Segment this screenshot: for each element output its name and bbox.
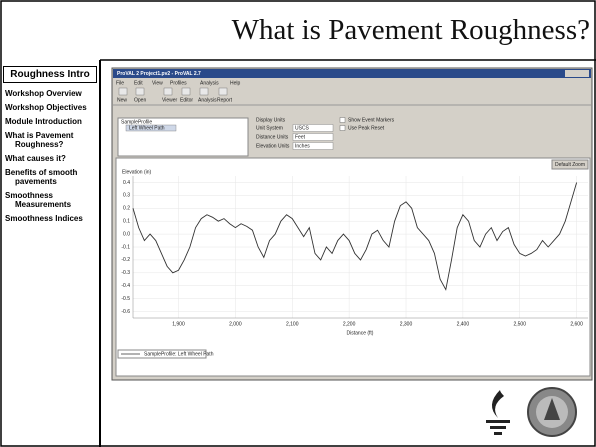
y-tick-label: 0.0 [123,231,130,237]
sidebar-header: Roughness Intro [3,66,97,83]
unit-label: Distance Units [256,134,289,140]
menu-item[interactable]: View [152,80,163,86]
toolbar-label[interactable]: Viewer [162,97,178,103]
x-tick-label: 2,600 [570,321,583,327]
unit-label: Unit System [256,125,283,131]
x-axis-label: Distance (ft) [347,330,374,336]
y-tick-label: 0.3 [123,193,130,199]
menu-item[interactable]: Analysis [200,80,219,86]
unit-value[interactable]: Feet [295,134,306,140]
y-axis-label: Elevation (in) [122,169,152,175]
unit-select[interactable] [292,142,334,150]
y-tick-label: -0.5 [121,296,130,302]
sidebar-item[interactable]: What is Pavement Roughness? [5,131,74,149]
toolbar-icon[interactable] [135,87,145,96]
sidebar-item[interactable]: Workshop Objectives [5,103,87,112]
y-tick-label: -0.2 [121,257,130,263]
slide-title: What is Pavement Roughness? [231,14,590,46]
title-bar [113,69,591,78]
menu-item[interactable]: Edit [134,80,143,86]
zoom-button[interactable] [551,159,589,170]
window-controls[interactable] [565,70,589,77]
legend [117,349,207,359]
toolbar-icon[interactable] [118,87,128,96]
x-tick-label: 2,400 [457,321,470,327]
window-title: ProVAL 2 Project1.pv2 - ProVAL 2.7 [117,71,201,77]
toolbar-label[interactable]: Open [134,97,146,103]
y-tick-label: -0.3 [121,270,130,276]
unit-value[interactable]: USCS [295,125,310,131]
y-tick-label: 0.2 [123,206,130,212]
toolbar-icon[interactable] [181,87,191,96]
sidebar-item[interactable]: Benefits of smooth pavements [5,168,78,186]
sidebar-item[interactable]: What causes it? [5,154,66,163]
profile-line [132,182,578,291]
toolbar-label[interactable]: Analysis [198,97,217,103]
toolbar-icon[interactable] [163,87,173,96]
x-tick-label: 2,100 [286,321,299,327]
y-tick-label: -0.4 [121,283,130,289]
zoom-label[interactable]: Default Zoom [555,162,585,168]
toolbar-label[interactable]: New [117,97,127,103]
legend-label: SampleProfile: Left Wheel Path [144,351,214,357]
x-tick-label: 1,900 [172,321,185,327]
checkbox[interactable] [339,125,346,131]
y-tick-label: 0.4 [123,180,130,186]
checkbox-label[interactable]: Use Peak Reset [348,125,385,131]
unit-value[interactable]: Inches [295,143,310,149]
unit-select[interactable] [292,124,334,132]
x-tick-label: 2,000 [229,321,242,327]
sidebar-item[interactable]: Module Introduction [5,117,82,126]
chart-panel [115,157,591,377]
sidebar-item[interactable]: Smoothness Measurements [5,191,72,209]
toolbar-label[interactable]: Report [217,97,233,103]
sidebar-item[interactable]: Smoothness Indices [5,214,83,223]
x-tick-label: 2,500 [513,321,526,327]
menu-item[interactable]: Profiles [170,80,187,86]
toolbar-label[interactable]: Editor [180,97,193,103]
units-heading: Display Units [256,117,286,123]
checkbox[interactable] [339,117,346,123]
unit-label: Elevation Units [256,143,290,149]
x-tick-label: 2,200 [343,321,356,327]
toolbar-icon[interactable] [218,87,228,96]
logo-flame [486,390,510,435]
toolbar-icon[interactable] [199,87,209,96]
checkbox-label[interactable]: Show Event Markers [348,117,395,123]
unit-select[interactable] [292,133,334,141]
logo-seal [527,387,577,437]
menu-item[interactable]: File [116,80,124,86]
tree-root[interactable]: SampleProfile [121,119,152,125]
sidebar: Roughness Intro Workshop Overview Worksho… [3,66,97,228]
tree-node[interactable] [125,124,177,132]
menu-item[interactable]: Help [230,80,241,86]
y-tick-label: -0.6 [121,309,130,315]
y-tick-label: -0.1 [121,244,130,250]
y-tick-label: 0.1 [123,219,130,225]
tree-panel [117,117,249,157]
tree-child[interactable]: Left Wheel Path [129,125,165,131]
x-tick-label: 2,300 [400,321,413,327]
sidebar-item[interactable]: Workshop Overview [5,89,82,98]
